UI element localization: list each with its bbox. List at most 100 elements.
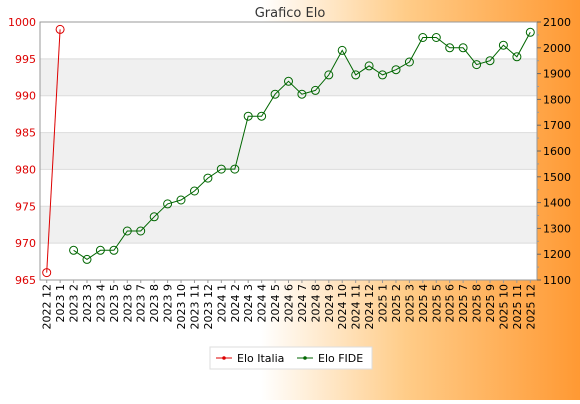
right-tick-label: 1500	[543, 171, 571, 184]
data-point-elo-fide	[472, 60, 482, 70]
left-tick-label: 1000	[8, 16, 36, 29]
x-axis: 2022 12 2023 1 2023 2 2023 3 2023 4 2023 5 202…	[41, 280, 537, 330]
data-point-elo-fide	[404, 57, 414, 67]
x-tick-label: 2025 8	[471, 284, 484, 323]
data-point-elo-fide	[149, 212, 159, 222]
x-tick-label: 2023 3	[81, 284, 94, 323]
x-tick-label: 2023 12	[202, 284, 215, 330]
right-tick-label: 1900	[543, 68, 571, 81]
x-tick-label: 2025 6	[444, 284, 457, 323]
x-tick-label: 2025 3	[403, 284, 416, 323]
right-tick-label: 2000	[543, 42, 571, 55]
data-point-elo-fide	[95, 245, 105, 255]
right-tick-label: 1800	[543, 93, 571, 106]
series-elo-fide	[69, 27, 535, 264]
data-point-elo-fide	[203, 173, 213, 183]
left-tick-label: 975	[15, 200, 36, 213]
left-tick-label: 995	[15, 53, 36, 66]
x-tick-label: 2024 10	[336, 284, 349, 330]
x-tick-label: 2023 6	[121, 284, 134, 323]
right-tick-label: 1300	[543, 222, 571, 235]
x-tick-label: 2024 2	[229, 284, 242, 323]
right-tick-label: 2100	[543, 16, 571, 29]
plot-bands	[40, 22, 537, 280]
legend: Elo Italia Elo FIDE	[209, 346, 373, 370]
plot-band	[40, 206, 537, 244]
chart-title: Grafico Elo	[255, 6, 326, 21]
x-tick-label: 2023 1	[54, 284, 67, 323]
right-axis: 1100 1200 1300 1400 1500 1600 1700 1800 1900 2000…	[537, 16, 571, 287]
left-axis: 965 970 975 980 985 990 995 1000	[8, 16, 36, 287]
legend-marker-elo-fide	[303, 356, 307, 360]
right-tick-label: 1100	[543, 274, 571, 287]
legend-label-elo-fide: Elo FIDE	[318, 352, 363, 365]
data-point-elo-italia	[42, 268, 52, 278]
left-tick-label: 985	[15, 127, 36, 140]
right-tick-label: 1600	[543, 145, 571, 158]
data-point-elo-fide	[498, 40, 508, 50]
data-point-elo-fide	[297, 89, 307, 99]
x-tick-label: 2023 7	[135, 284, 148, 323]
x-tick-label: 2022 12	[41, 284, 54, 330]
legend-label-elo-italia: Elo Italia	[237, 352, 284, 365]
x-tick-label: 2025 2	[390, 284, 403, 323]
x-tick-label: 2025 5	[430, 284, 443, 323]
data-point-elo-fide	[243, 111, 253, 121]
data-point-elo-fide	[485, 56, 495, 66]
data-point-elo-fide	[216, 164, 226, 174]
data-point-elo-fide	[391, 65, 401, 75]
left-tick-label: 970	[15, 237, 36, 250]
x-tick-label: 2024 8	[309, 284, 322, 323]
x-tick-label: 2024 3	[242, 284, 255, 323]
x-tick-label: 2024 5	[269, 284, 282, 323]
series-elo-italia	[42, 24, 65, 278]
data-point-elo-fide	[525, 27, 535, 37]
data-point-elo-fide	[310, 85, 320, 95]
x-tick-label: 2024 6	[283, 284, 296, 323]
x-tick-label: 2025 10	[497, 284, 510, 330]
x-tick-label: 2023 4	[94, 284, 107, 323]
series-line-elo-italia	[46, 29, 61, 273]
series-layer	[42, 24, 535, 278]
data-point-elo-fide	[176, 195, 186, 205]
x-tick-label: 2024 7	[296, 284, 309, 323]
data-point-elo-fide	[82, 254, 92, 264]
data-point-elo-fide	[136, 226, 146, 236]
x-tick-label: 2023 8	[148, 284, 161, 323]
data-point-elo-fide	[163, 199, 173, 209]
right-tick-label: 1200	[543, 248, 571, 261]
data-point-elo-fide	[445, 43, 455, 53]
left-tick-label: 965	[15, 274, 36, 287]
data-point-elo-fide	[284, 76, 293, 86]
left-tick-label: 990	[15, 90, 36, 103]
x-tick-label: 2025 9	[484, 284, 497, 323]
right-tick-label: 1700	[543, 119, 571, 132]
data-point-elo-fide	[431, 33, 441, 42]
data-point-elo-fide	[230, 164, 240, 174]
x-tick-label: 2025 7	[457, 284, 470, 323]
data-point-elo-fide	[190, 186, 199, 196]
data-point-elo-fide	[418, 33, 428, 42]
data-point-elo-fide	[458, 43, 468, 53]
legend-marker-elo-italia	[222, 356, 226, 360]
x-tick-label: 2023 5	[108, 284, 121, 323]
x-tick-label: 2023 9	[162, 284, 175, 323]
x-tick-label: 2024 12	[363, 284, 376, 330]
data-point-elo-fide	[351, 70, 361, 80]
x-tick-label: 2023 10	[175, 284, 188, 330]
x-tick-label: 2025 1	[377, 284, 390, 323]
data-point-elo-fide	[270, 89, 280, 99]
left-tick-label: 980	[15, 163, 36, 176]
legend-box	[209, 346, 373, 370]
x-tick-label: 2023 11	[188, 284, 201, 330]
data-point-elo-fide	[337, 45, 347, 55]
data-point-elo-fide	[69, 245, 79, 255]
x-tick-label: 2024 1	[215, 284, 228, 323]
x-tick-label: 2024 11	[350, 284, 363, 330]
x-tick-label: 2025 11	[511, 284, 524, 330]
x-tick-label: 2024 9	[323, 284, 336, 323]
data-point-elo-fide	[257, 111, 267, 121]
right-tick-label: 1400	[543, 197, 571, 210]
data-point-elo-fide	[378, 70, 387, 80]
